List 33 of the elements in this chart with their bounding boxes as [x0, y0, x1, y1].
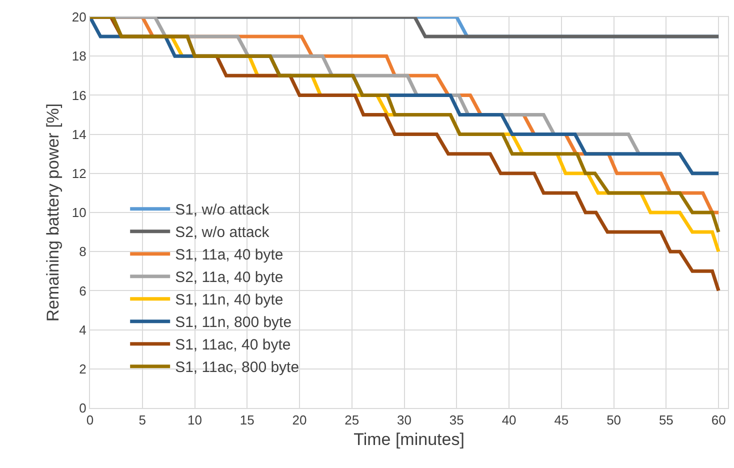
y-tick-label: 14	[72, 126, 86, 142]
x-tick-label: 30	[397, 412, 412, 428]
legend-label: S2, w/o attack	[175, 224, 270, 242]
x-tick-label: 10	[188, 412, 202, 428]
y-axis-title: Remaining battery power [%]	[43, 103, 62, 322]
x-tick-label: 15	[240, 412, 254, 428]
y-tick-label: 20	[72, 10, 86, 25]
y-tick-label: 6	[79, 283, 86, 298]
y-tick-label: 0	[79, 400, 86, 416]
x-tick-label: 50	[606, 412, 622, 428]
legend-label: S1, 11n, 40 byte	[175, 292, 284, 309]
y-tick-label: 16	[72, 88, 86, 103]
legend-label: S1, 11ac, 40 byte	[175, 336, 291, 354]
y-tick-label: 2	[79, 361, 86, 376]
legend-label: S2, 11a, 40 byte	[175, 269, 284, 286]
x-tick-label: 25	[344, 412, 360, 428]
x-tick-label: 35	[449, 412, 464, 428]
legend-label: S1, 11ac, 800 byte	[175, 359, 300, 376]
y-tick-label: 10	[72, 205, 86, 220]
x-tick-label: 60	[711, 412, 726, 428]
y-tick-label: 4	[79, 322, 86, 338]
x-tick-label: 40	[502, 412, 516, 428]
x-axis-title: Time [minutes]	[354, 430, 464, 449]
legend-label: S1, w/o attack	[175, 202, 270, 219]
legend-label: S1, 11a, 40 byte	[175, 246, 284, 264]
y-tick-label: 18	[72, 48, 86, 64]
x-tick-label: 55	[658, 412, 674, 428]
y-tick-label: 8	[79, 244, 86, 260]
x-tick-label: 45	[554, 412, 569, 428]
x-tick-label: 5	[138, 412, 146, 428]
legend-label: S1, 11n, 800 byte	[175, 314, 292, 332]
y-tick-label: 12	[72, 166, 86, 181]
x-tick-label: 20	[292, 412, 307, 428]
